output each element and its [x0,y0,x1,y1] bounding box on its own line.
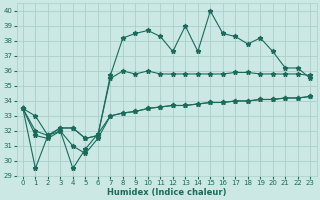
X-axis label: Humidex (Indice chaleur): Humidex (Indice chaleur) [107,188,226,197]
